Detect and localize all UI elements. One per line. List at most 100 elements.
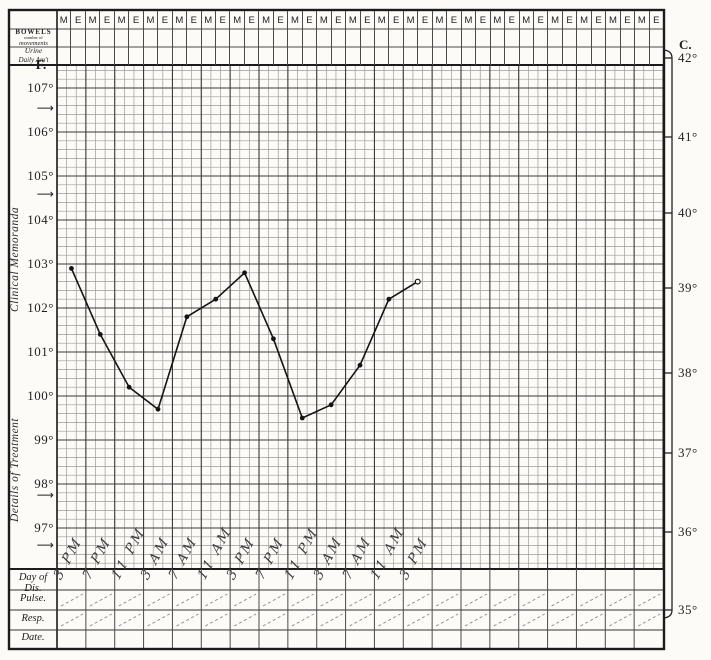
- grid-cell: [274, 47, 289, 65]
- header-cell-m: M: [346, 11, 361, 29]
- grid-cell: [230, 47, 245, 65]
- grid-cell: [274, 29, 289, 47]
- grid-cell: [115, 29, 130, 47]
- header-cell-m: M: [520, 11, 534, 29]
- f-scale-label: 100°: [27, 388, 54, 403]
- grid-cell: [317, 29, 332, 47]
- f-scale-arrow-icon: ⟶: [36, 488, 54, 502]
- f-scale-label: 102°: [27, 300, 54, 315]
- c-scale-label: 37°: [678, 445, 698, 460]
- grid-cell: [650, 47, 663, 65]
- date-label: Date.: [21, 632, 45, 643]
- grid-cell: [476, 29, 491, 47]
- bowels-label: BOWELS number of movements: [10, 28, 57, 47]
- grid-cell: [606, 47, 621, 65]
- grid-cell: [491, 47, 506, 65]
- grid-cell: [346, 47, 361, 65]
- grid-cell: [144, 29, 159, 47]
- grid-cell: [650, 29, 663, 47]
- grid-cell: [491, 29, 506, 47]
- grid-cell: [375, 29, 390, 47]
- grid-cell: [621, 29, 636, 47]
- header-cell-e: E: [361, 11, 375, 29]
- header-cell-e: E: [100, 11, 115, 29]
- header-cell-e: E: [303, 11, 318, 29]
- header-cell-e: E: [245, 11, 260, 29]
- grid-cell: [288, 29, 303, 47]
- header-cell-e: E: [505, 11, 520, 29]
- f-scale-label: 97°: [34, 520, 54, 535]
- data-point: [69, 266, 74, 271]
- grid-cell: [317, 47, 332, 65]
- header-cell-m: M: [144, 11, 159, 29]
- grid-cell: [216, 29, 231, 47]
- c-scale-label: 41°: [678, 129, 698, 144]
- header-cell-m: M: [462, 11, 477, 29]
- header-row-urine-cells: [57, 47, 663, 65]
- f-scale-label: 103°: [27, 256, 54, 271]
- grid-cell: [592, 47, 607, 65]
- header-cell-e: E: [563, 11, 578, 29]
- grid-cell: [100, 29, 115, 47]
- data-point: [155, 406, 161, 412]
- c-scale-label: 38°: [678, 365, 698, 380]
- grid-cell: [635, 47, 650, 65]
- grid-cell: [520, 47, 534, 65]
- header-cell-m: M: [577, 11, 592, 29]
- urine-label: Urine Daily Am't: [10, 46, 57, 65]
- grid-cell: [375, 47, 390, 65]
- grid-cell: [418, 47, 433, 65]
- bowels-label-line2: number of: [24, 35, 43, 40]
- grid-cell: [433, 29, 448, 47]
- header-cell-e: E: [187, 11, 202, 29]
- grid-cell: [86, 29, 101, 47]
- f-scale-label: 107°: [27, 80, 54, 95]
- header-cell-e: E: [274, 11, 289, 29]
- bowels-label-line3: movements: [19, 39, 48, 47]
- header-cell-m: M: [433, 11, 448, 29]
- grid-cell: [158, 29, 173, 47]
- f-scale-label: 106°: [27, 124, 54, 139]
- grid-cell: [635, 29, 650, 47]
- grid-cell: [389, 47, 404, 65]
- header-cell-e: E: [158, 11, 173, 29]
- grid-cell: [563, 47, 578, 65]
- grid-cell: [505, 47, 520, 65]
- header-cell-e: E: [332, 11, 347, 29]
- grid-cell: [577, 29, 592, 47]
- grid-cell: [216, 47, 231, 65]
- f-scale-label: 104°: [27, 212, 54, 227]
- header-cell-m: M: [230, 11, 245, 29]
- grid-cell: [462, 47, 477, 65]
- grid-cell: [621, 47, 636, 65]
- c-scale-label: 40°: [678, 205, 698, 220]
- grid-cell: [447, 29, 462, 47]
- grid-cell: [187, 47, 202, 65]
- grid-cell: [534, 29, 549, 47]
- grid-cell: [259, 47, 274, 65]
- data-point: [328, 402, 334, 408]
- header-cell-m: M: [288, 11, 303, 29]
- grid-cell: [303, 47, 318, 65]
- grid-cell: [548, 29, 563, 47]
- fahrenheit-unit-label: F.: [35, 58, 47, 73]
- header-cell-e: E: [621, 11, 636, 29]
- data-point: [386, 296, 392, 302]
- f-scale-label: 105°: [27, 168, 54, 183]
- header-row-bowels-cells: [57, 29, 663, 47]
- grid-cell: [86, 47, 101, 65]
- grid-cell: [346, 29, 361, 47]
- grid-cell: [57, 29, 72, 47]
- grid-cell: [230, 29, 245, 47]
- header-cell-m: M: [115, 11, 130, 29]
- grid-cell: [592, 29, 607, 47]
- f-scale-label: 99°: [34, 432, 54, 447]
- handwritten-time-label: 3 PM: [397, 500, 432, 588]
- header-cell-m: M: [491, 11, 506, 29]
- grid-cell: [187, 29, 202, 47]
- header-cell-m: M: [606, 11, 621, 29]
- grid-cell: [577, 47, 592, 65]
- grid-cell: [433, 47, 448, 65]
- header-cell-e: E: [129, 11, 144, 29]
